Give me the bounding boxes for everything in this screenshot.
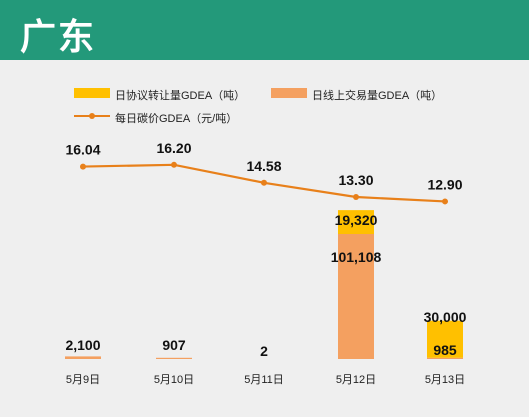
price-point-4 — [353, 194, 359, 200]
bar-online-5 — [427, 357, 463, 359]
price-label-3: 14.58 — [246, 158, 281, 174]
data-label-agreement-4: 19,320 — [335, 212, 378, 228]
legend-label-carbon-price: 每日碳价GDEA（元/吨） — [115, 113, 238, 125]
x-tick-label-1: 5月9日 — [66, 374, 100, 386]
legend-swatch-online-trading — [271, 88, 307, 98]
legend-label-online-trading: 日线上交易量GDEA（吨） — [312, 90, 443, 102]
bar-online-2 — [156, 357, 192, 359]
x-tick-label-4: 5月12日 — [336, 374, 376, 386]
data-label-online-5: 985 — [433, 342, 457, 358]
price-label-1: 16.04 — [65, 142, 100, 158]
data-label-agreement-5: 30,000 — [424, 309, 467, 325]
price-point-5 — [442, 198, 448, 205]
legend-swatch-agreement-transfer — [74, 88, 110, 98]
legend-label-agreement-transfer: 日协议转让量GDEA（吨） — [115, 90, 246, 102]
price-point-3 — [261, 179, 267, 186]
price-label-4: 13.30 — [338, 172, 373, 188]
price-point-2 — [171, 161, 177, 168]
data-label-online-1: 2,100 — [65, 337, 100, 353]
bar-agreement-5 — [427, 320, 463, 358]
data-label-online-2: 907 — [162, 337, 186, 353]
x-tick-label-5: 5月13日 — [425, 374, 465, 386]
x-tick-label-2: 5月10日 — [154, 374, 194, 386]
x-tick-label-3: 5月11日 — [244, 374, 284, 386]
price-label-5: 12.90 — [427, 176, 462, 192]
data-label-online-3: 2 — [260, 343, 268, 359]
page-title: 广东 — [20, 17, 97, 58]
price-label-2: 16.20 — [156, 140, 191, 156]
legend-line-marker-carbon-price — [74, 113, 110, 119]
data-label-online-4: 101,108 — [331, 249, 382, 265]
bar-online-1 — [65, 356, 101, 359]
bar-agreement-4 — [338, 210, 374, 234]
price-point-1 — [80, 163, 86, 170]
header-bar: 广东 — [0, 0, 529, 60]
bar-online-4 — [338, 234, 374, 359]
